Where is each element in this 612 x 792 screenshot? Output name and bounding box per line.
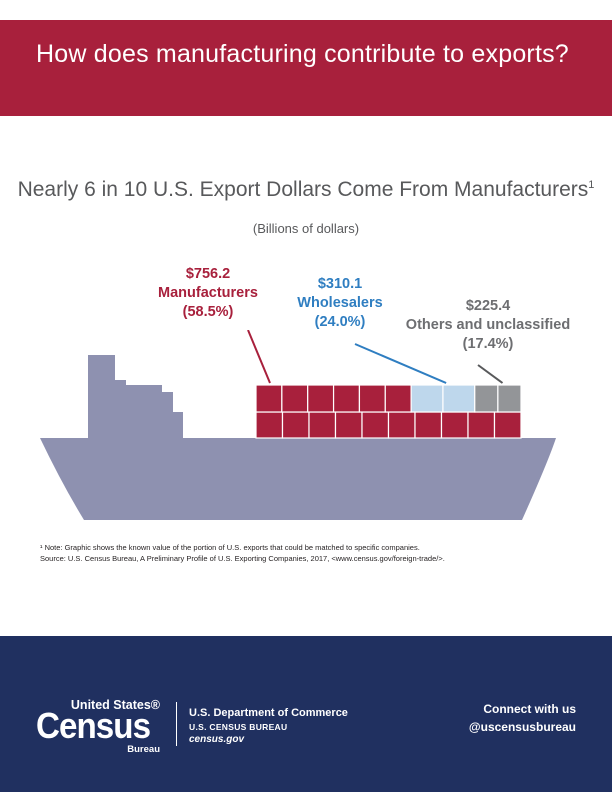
- wholesalers-value-label: $310.1: [317, 276, 363, 292]
- ship-hull: [40, 355, 556, 520]
- wholesalers-percent-label: (24.0%): [314, 314, 366, 330]
- logo-united-states: United States®: [70, 698, 160, 712]
- container-wholesalers-1: [442, 384, 476, 413]
- others-name-label: Others and unclassified: [405, 317, 571, 333]
- container-wholesalers-0: [410, 384, 444, 413]
- container-manufacturers-4: [358, 384, 386, 413]
- leader-line-manufacturers: [247, 330, 271, 384]
- container-bottom-1: [281, 411, 310, 439]
- container-bottom-5: [387, 411, 416, 439]
- container-bottom-6: [414, 411, 443, 439]
- ship-bridge: [88, 355, 183, 438]
- logo-bureau: Bureau: [127, 744, 160, 755]
- wholesalers-name-label: Wholesalers: [297, 295, 383, 311]
- footer: United States® Census Bureau U.S. Depart…: [0, 636, 612, 792]
- others-value-label: $225.4: [465, 298, 511, 314]
- container-manufacturers-1: [281, 384, 309, 413]
- footnote: ¹ Note: Graphic shows the known value of…: [40, 542, 580, 564]
- container-manufacturers-5: [384, 384, 412, 413]
- bureau-name: U.S. CENSUS BUREAU: [189, 722, 288, 732]
- others-label: $225.4 Others and unclassified (17.4%): [388, 297, 588, 354]
- manufacturers-name-label: Manufacturers: [158, 285, 258, 301]
- ship-chart: [40, 330, 556, 520]
- chart-title-text: Nearly 6 in 10 U.S. Export Dollars Come …: [17, 178, 589, 201]
- container-bottom-2: [308, 411, 337, 439]
- title-banner: How does manufacturing contribute to exp…: [0, 20, 612, 116]
- others-percent-label: (17.4%): [462, 336, 514, 352]
- wholesalers-label: $310.1 Wholesalers (24.0%): [280, 275, 400, 332]
- department-name: U.S. Department of Commerce: [189, 707, 348, 719]
- footnote-note: ¹ Note: Graphic shows the known value of…: [40, 543, 420, 552]
- container-manufacturers-0: [255, 384, 283, 413]
- connect-heading: Connect with us: [483, 702, 576, 716]
- container-bottom-0: [255, 411, 284, 439]
- container-manufacturers-3: [332, 384, 361, 413]
- chart-subtitle: (Billions of dollars): [252, 221, 360, 236]
- title-footnote-marker: 1: [588, 179, 595, 191]
- logo-census-wordmark: Census: [36, 705, 151, 746]
- container-bottom-3: [334, 411, 363, 439]
- container-bottom-4: [361, 411, 390, 439]
- website-link[interactable]: census.gov: [189, 734, 245, 745]
- page-title: How does manufacturing contribute to exp…: [36, 40, 569, 68]
- social-handle-link[interactable]: @uscensusbureau: [468, 720, 576, 734]
- container-others-1: [497, 384, 522, 413]
- container-manufacturers-2: [307, 384, 335, 413]
- chart-title: Nearly 6 in 10 U.S. Export Dollars Come …: [0, 172, 612, 203]
- manufacturers-label: $756.2 Manufacturers (58.5%): [148, 265, 268, 322]
- container-bottom-8: [467, 411, 496, 439]
- leader-line-wholesalers: [354, 343, 447, 384]
- container-bottom-7: [440, 411, 469, 439]
- manufacturers-percent-label: (58.5%): [182, 304, 234, 320]
- ship-bridge-deck: [126, 385, 162, 392]
- container-bottom-9: [493, 411, 522, 439]
- manufacturers-value-label: $756.2: [185, 266, 231, 282]
- leader-line-others: [477, 364, 504, 384]
- census-logo[interactable]: United States® Census Bureau: [36, 698, 160, 756]
- connect-block: Connect with us @uscensusbureau: [469, 700, 576, 736]
- container-stack: [255, 384, 522, 439]
- leader-lines: [247, 330, 504, 384]
- footer-divider: [176, 702, 177, 746]
- container-others-0: [474, 384, 499, 413]
- footnote-source: Source: U.S. Census Bureau, A Preliminar…: [40, 554, 445, 563]
- ship-hull-shape: [40, 438, 556, 520]
